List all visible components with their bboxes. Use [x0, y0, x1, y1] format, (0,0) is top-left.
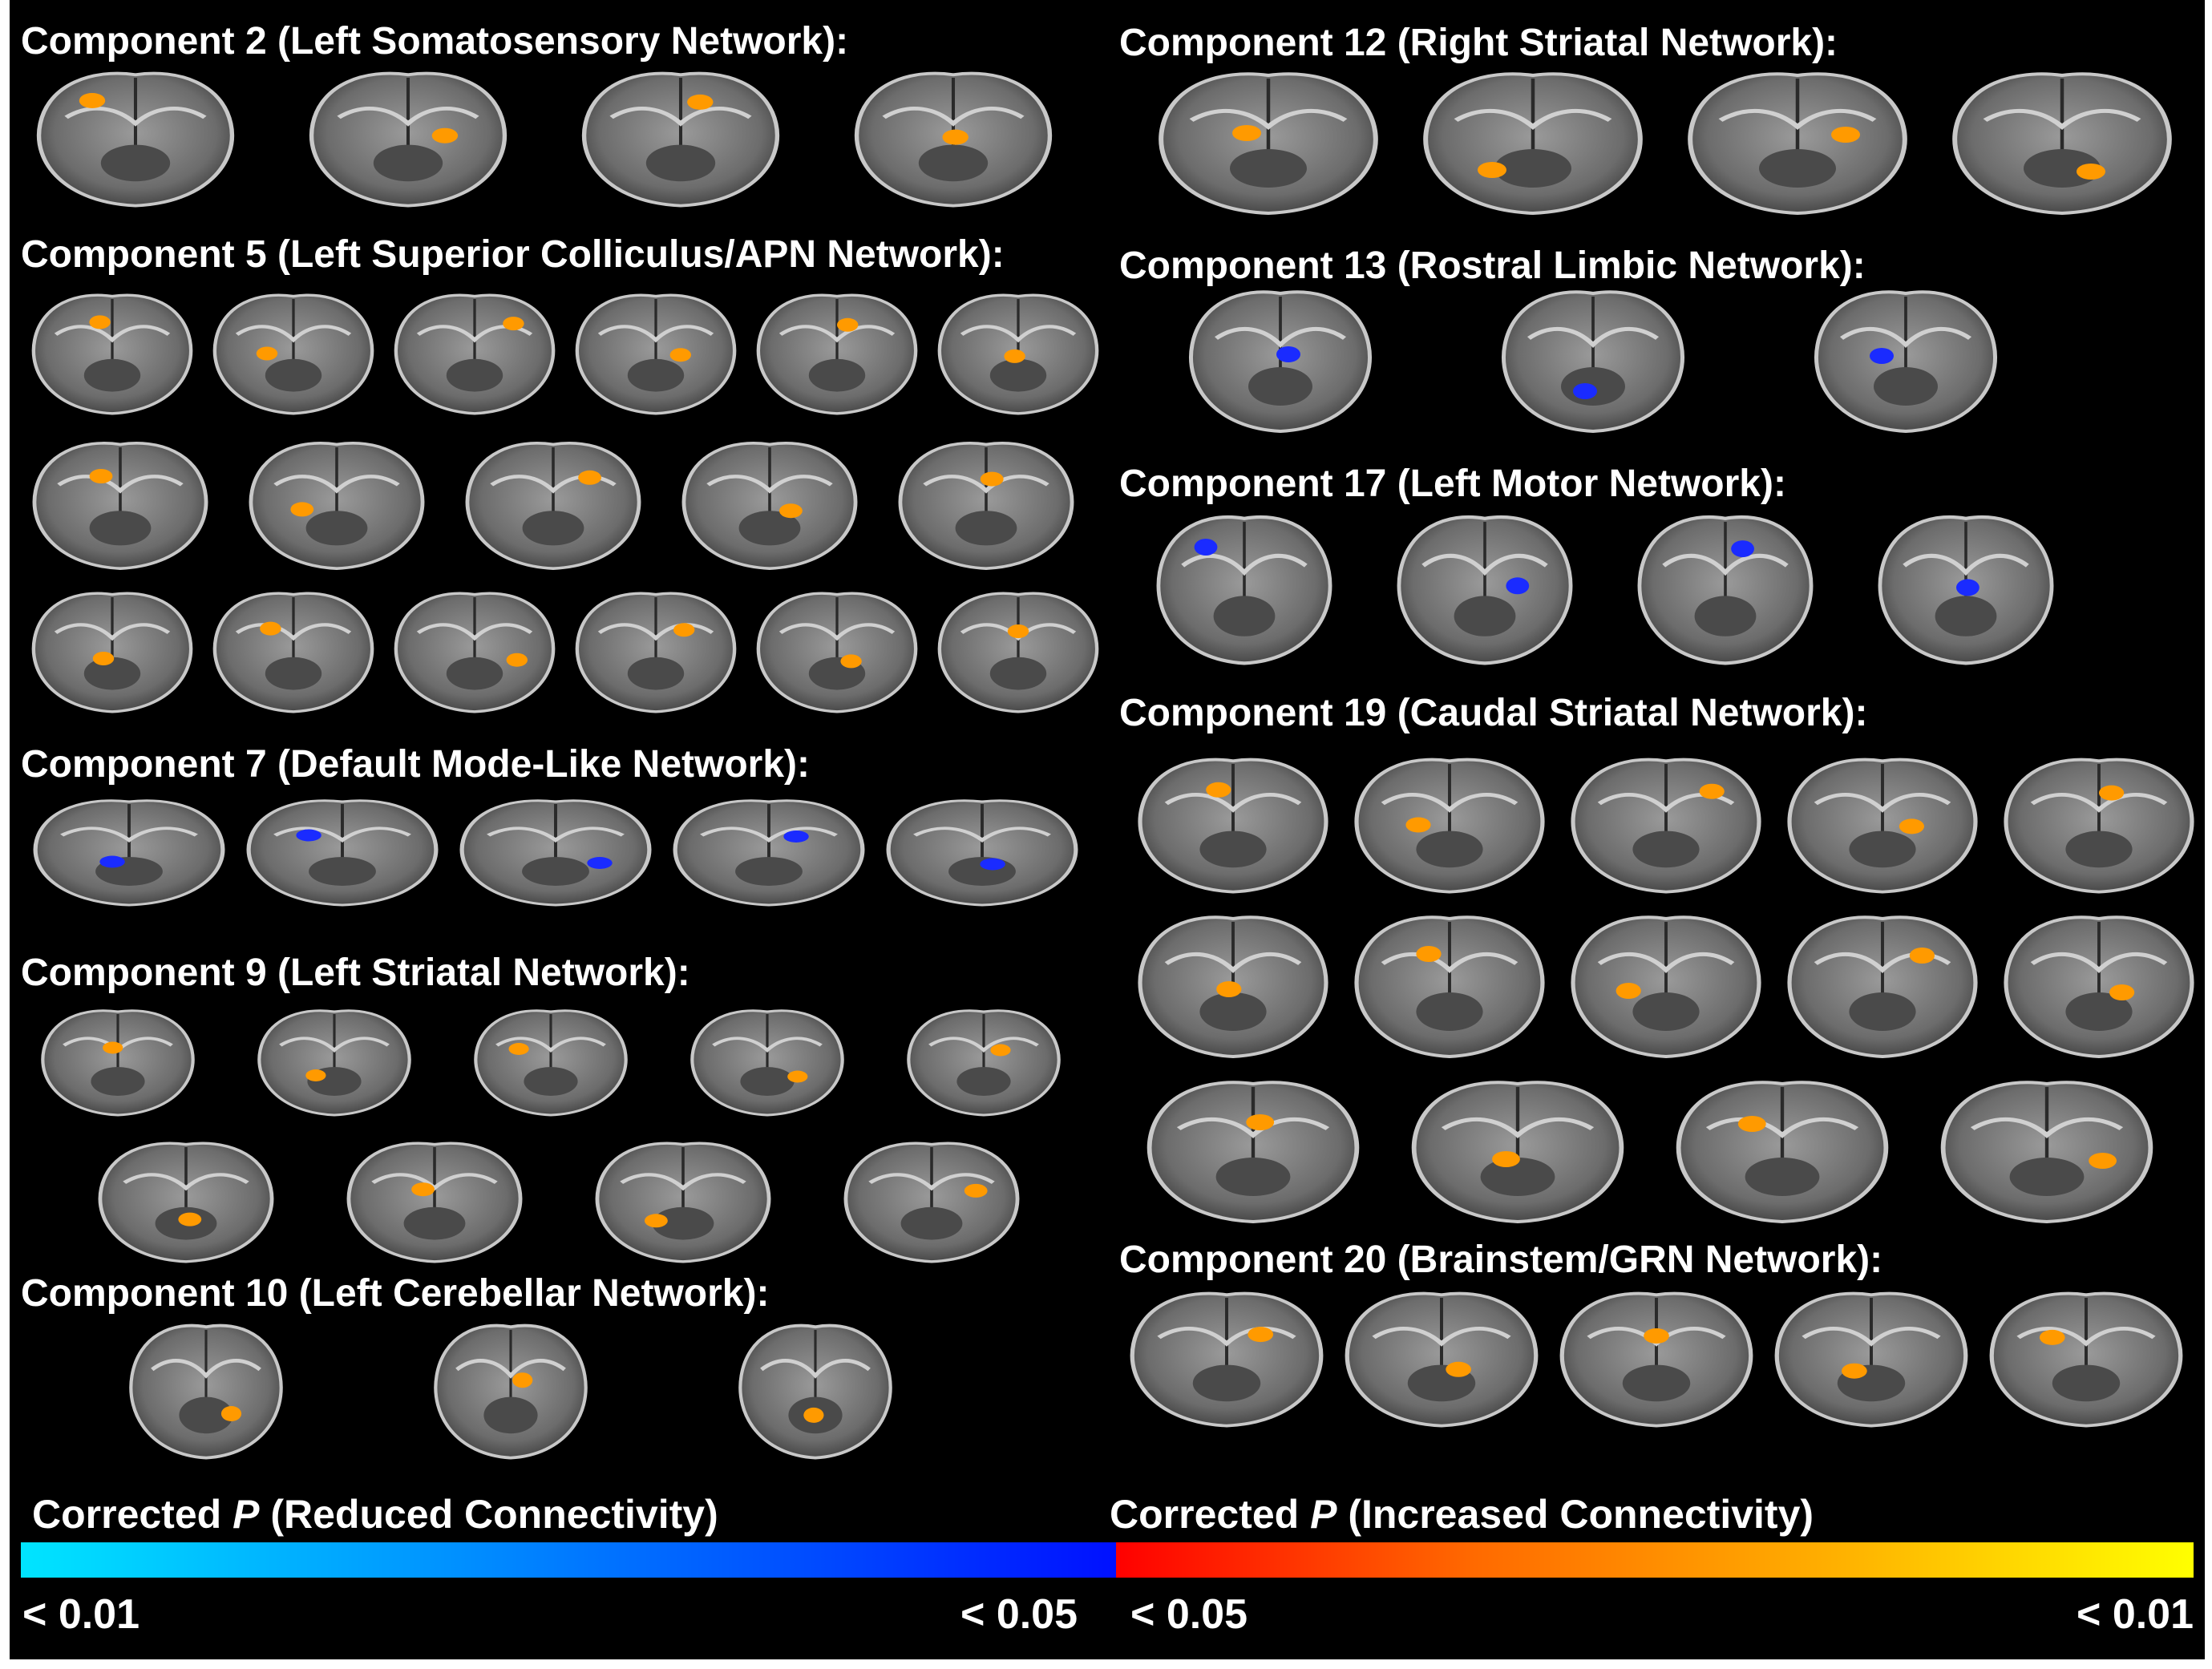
- increased-connectivity-colorbar: [1116, 1542, 2194, 1578]
- c9-brain-slice: [34, 1002, 202, 1122]
- component-13-title: Component 13 (Rostral Limbic Network):: [1119, 244, 1866, 287]
- c12-brain-slice: [1413, 63, 1653, 223]
- c5-brain-slice: [241, 433, 433, 577]
- increased-colorbar-title: Corrected P (Increased Connectivity): [1110, 1492, 1814, 1537]
- c5-brain-slice: [930, 584, 1106, 720]
- c19-brain-slice: [1401, 1071, 1634, 1231]
- c7-brain-slice: [664, 792, 874, 912]
- c19-brain-slice: [1137, 1071, 1369, 1231]
- c19-brain-slice: [1562, 906, 1770, 1066]
- c19-brain-slice: [1129, 906, 1337, 1066]
- c10-brain-slice: [731, 1315, 900, 1467]
- reduced-min-label: < 0.01: [22, 1591, 140, 1638]
- c19-brain-slice: [1931, 1071, 2163, 1231]
- component-19-title: Component 19 (Caudal Striatal Network):: [1119, 692, 1868, 734]
- c9-brain-slice: [587, 1134, 779, 1270]
- c19-brain-slice: [1778, 749, 1987, 901]
- c5-brain-slice: [890, 433, 1082, 577]
- c2-brain-slice: [300, 63, 516, 215]
- c19-brain-slice: [1995, 906, 2203, 1066]
- component-5-title: Component 5 (Left Superior Colliculus/AP…: [21, 233, 1005, 276]
- c12-brain-slice: [1677, 63, 1918, 223]
- reduced-colorbar-title: Corrected P (Reduced Connectivity): [32, 1492, 718, 1537]
- c9-brain-slice: [900, 1002, 1068, 1122]
- increased-max-label: < 0.01: [2077, 1591, 2194, 1638]
- component-2-title: Component 2 (Left Somatosensory Network)…: [21, 20, 849, 63]
- c5-brain-slice: [749, 584, 925, 720]
- c13-brain-slice: [1180, 281, 1381, 441]
- c9-brain-slice: [338, 1134, 531, 1270]
- c9-brain-slice: [467, 1002, 635, 1122]
- increased-min-label: < 0.05: [1130, 1591, 1248, 1638]
- c5-brain-slice: [673, 433, 866, 577]
- c20-brain-slice: [1121, 1283, 1332, 1435]
- component-20-title: Component 20 (Brainstem/GRN Network):: [1119, 1239, 1883, 1281]
- reduced-connectivity-colorbar: [21, 1542, 1116, 1578]
- c5-brain-slice: [24, 433, 216, 577]
- c13-brain-slice: [1806, 281, 2006, 441]
- c9-brain-slice: [250, 1002, 419, 1122]
- c5-brain-slice: [568, 584, 744, 720]
- c2-brain-slice: [27, 63, 244, 215]
- c5-brain-slice: [24, 285, 200, 422]
- c12-brain-slice: [1942, 63, 2182, 223]
- c19-brain-slice: [1562, 749, 1770, 901]
- c2-brain-slice: [845, 63, 1062, 215]
- c7-brain-slice: [237, 792, 447, 912]
- reduced-max-label: < 0.05: [960, 1591, 1078, 1638]
- c9-brain-slice: [835, 1134, 1028, 1270]
- c5-brain-slice: [386, 584, 563, 720]
- c9-brain-slice: [90, 1134, 282, 1270]
- c13-brain-slice: [1493, 281, 1693, 441]
- c5-brain-slice: [930, 285, 1106, 422]
- component-9-title: Component 9 (Left Striatal Network):: [21, 952, 690, 994]
- c7-brain-slice: [451, 792, 661, 912]
- c20-brain-slice: [1551, 1283, 1762, 1435]
- c5-brain-slice: [205, 584, 382, 720]
- c12-brain-slice: [1148, 63, 1389, 223]
- component-10-title: Component 10 (Left Cerebellar Network):: [21, 1272, 770, 1315]
- c19-brain-slice: [1345, 749, 1554, 901]
- c2-brain-slice: [572, 63, 789, 215]
- c19-brain-slice: [1345, 906, 1554, 1066]
- c10-brain-slice: [122, 1315, 290, 1467]
- c5-brain-slice: [205, 285, 382, 422]
- c5-brain-slice: [749, 285, 925, 422]
- c5-brain-slice: [568, 285, 744, 422]
- c20-brain-slice: [1336, 1283, 1547, 1435]
- c17-brain-slice: [1389, 505, 1581, 673]
- c20-brain-slice: [1765, 1283, 1977, 1435]
- component-12-title: Component 12 (Right Striatal Network):: [1119, 22, 1838, 64]
- c5-brain-slice: [24, 584, 200, 720]
- c19-brain-slice: [1666, 1071, 1899, 1231]
- c20-brain-slice: [1980, 1283, 2192, 1435]
- c10-brain-slice: [427, 1315, 595, 1467]
- c17-brain-slice: [1629, 505, 1822, 673]
- c19-brain-slice: [1129, 749, 1337, 901]
- component-7-title: Component 7 (Default Mode-Like Network):: [21, 743, 811, 786]
- c19-brain-slice: [1778, 906, 1987, 1066]
- c19-brain-slice: [1995, 749, 2203, 901]
- figure-panel: Component 2 (Left Somatosensory Network)…: [10, 0, 2205, 1659]
- c7-brain-slice: [877, 792, 1087, 912]
- c5-brain-slice: [457, 433, 649, 577]
- c7-brain-slice: [24, 792, 234, 912]
- c5-brain-slice: [386, 285, 563, 422]
- c17-brain-slice: [1148, 505, 1341, 673]
- component-17-title: Component 17 (Left Motor Network):: [1119, 463, 1786, 505]
- c17-brain-slice: [1870, 505, 2062, 673]
- c9-brain-slice: [683, 1002, 851, 1122]
